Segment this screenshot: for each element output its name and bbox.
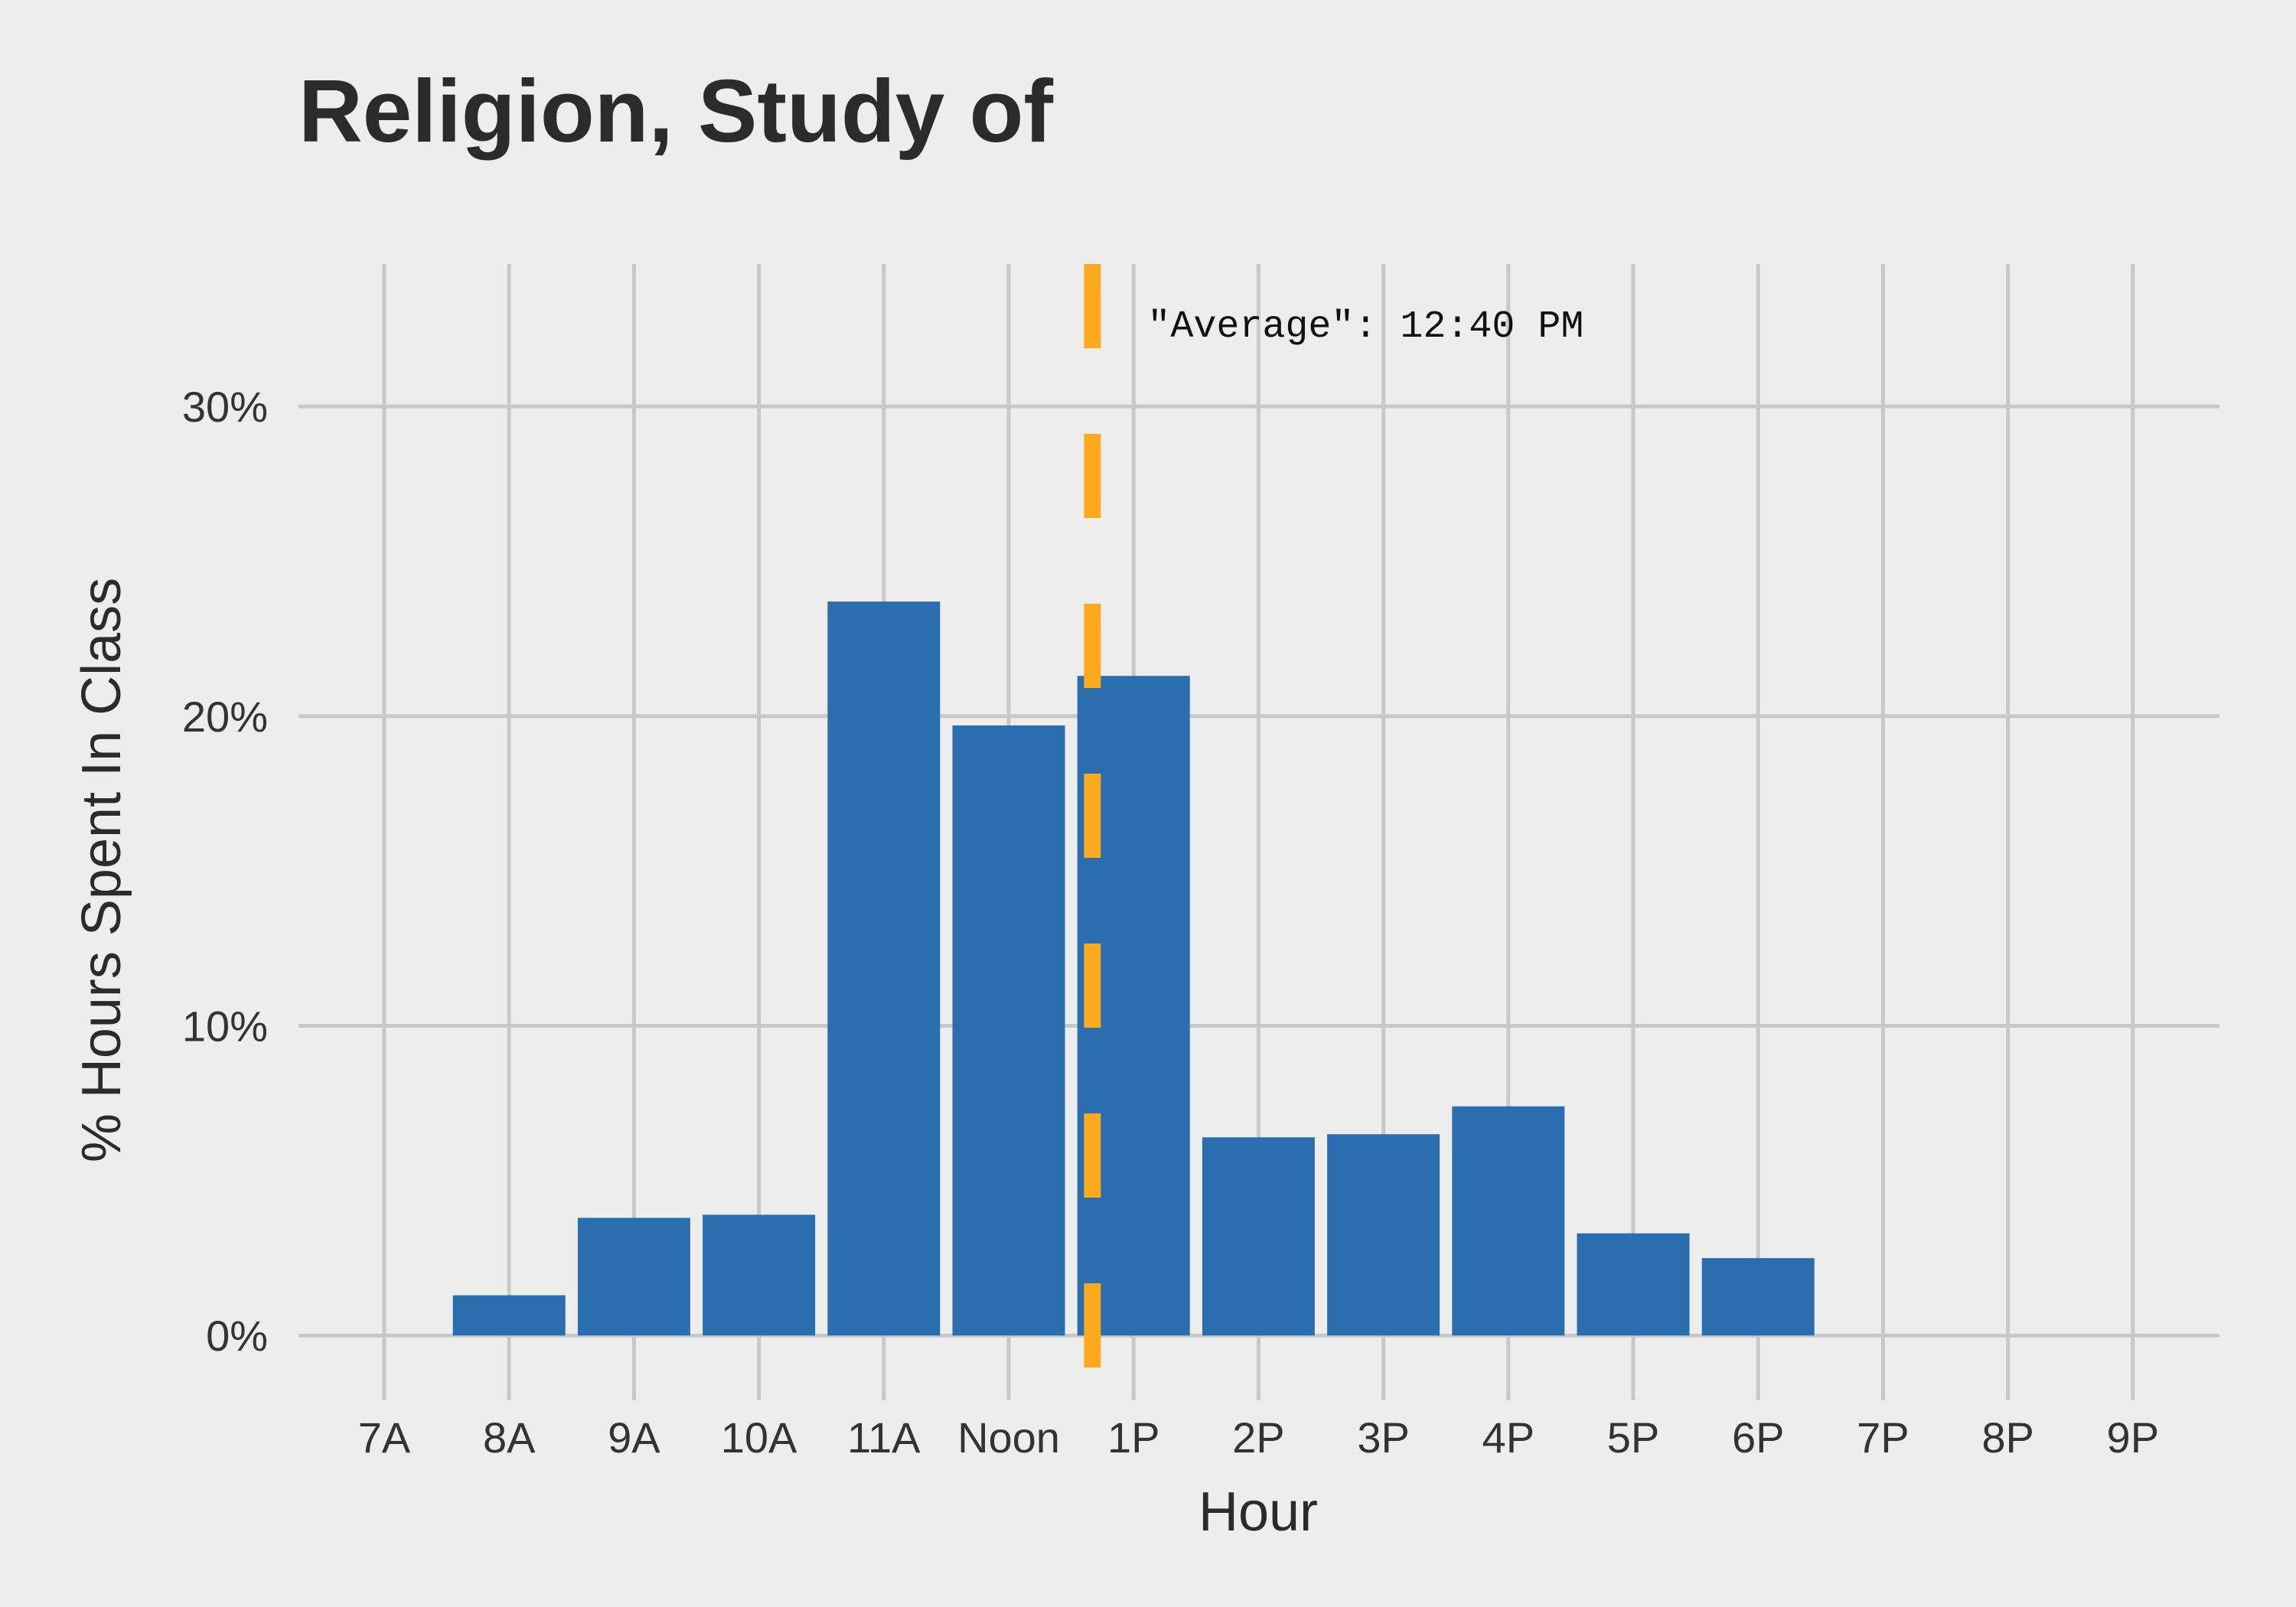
average-label: "Average": 12:40 PM bbox=[1147, 305, 1583, 349]
x-tick-label: 3P bbox=[1357, 1413, 1410, 1462]
x-tick-label: 11A bbox=[847, 1413, 921, 1462]
y-tick-label: 30% bbox=[182, 383, 268, 431]
x-tick-label: 10A bbox=[721, 1413, 797, 1462]
x-tick-label: 2P bbox=[1232, 1413, 1285, 1462]
bar bbox=[1701, 1258, 1815, 1336]
bar bbox=[577, 1217, 690, 1336]
y-axis-title: % Hours Spent In Class bbox=[71, 578, 132, 1162]
x-tick-label: 7A bbox=[358, 1413, 411, 1462]
x-tick-label: 8P bbox=[1981, 1413, 2034, 1462]
bars bbox=[452, 601, 1815, 1336]
y-tick-label: 20% bbox=[182, 693, 268, 741]
bar bbox=[452, 1295, 566, 1336]
x-tick-label: Noon bbox=[957, 1413, 1060, 1462]
x-tick-label: 7P bbox=[1857, 1413, 1910, 1462]
x-tick-label: 4P bbox=[1482, 1413, 1535, 1462]
bar bbox=[952, 725, 1065, 1336]
bar bbox=[1452, 1106, 1565, 1336]
x-axis-ticks: 7A 8A 9A 10A 11A Noon 1P 2P 3P 4P 5P 6P 7P 8P 9P bbox=[358, 1413, 2159, 1462]
x-tick-label: 6P bbox=[1732, 1413, 1785, 1462]
chart-title: Religion, Study of bbox=[298, 61, 1053, 161]
x-tick-label: 8A bbox=[483, 1413, 536, 1462]
bar bbox=[1327, 1134, 1440, 1336]
average-marker: "Average": 12:40 PM bbox=[1084, 264, 1583, 1385]
y-tick-label: 0% bbox=[206, 1312, 268, 1360]
x-tick-label: 1P bbox=[1107, 1413, 1160, 1462]
x-tick-label: 9P bbox=[2107, 1413, 2160, 1462]
x-tick-label: 5P bbox=[1607, 1413, 1660, 1462]
bar bbox=[827, 601, 941, 1336]
y-tick-label: 10% bbox=[182, 1002, 268, 1051]
bar bbox=[1577, 1233, 1690, 1336]
x-tick-label: 9A bbox=[608, 1413, 660, 1462]
y-axis-ticks: 0% 10% 20% 30% bbox=[182, 383, 268, 1360]
x-axis-title: Hour bbox=[1199, 1482, 1318, 1543]
bar bbox=[703, 1214, 816, 1336]
bar bbox=[1202, 1137, 1315, 1336]
